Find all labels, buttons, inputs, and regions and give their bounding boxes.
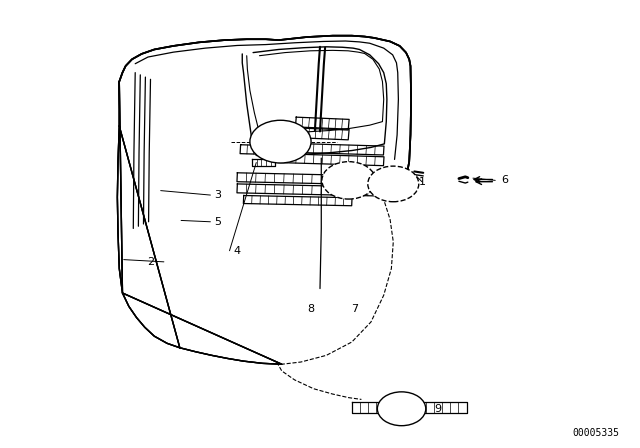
Circle shape (378, 392, 426, 426)
Text: 6: 6 (501, 175, 508, 185)
Text: 9: 9 (435, 404, 442, 414)
Text: 7: 7 (351, 304, 358, 314)
Text: 3: 3 (214, 190, 221, 200)
Text: 5: 5 (214, 217, 221, 227)
Text: 2: 2 (148, 257, 155, 267)
Circle shape (368, 166, 419, 202)
Circle shape (322, 162, 376, 199)
Text: 00005335: 00005335 (573, 428, 620, 438)
Text: 4: 4 (234, 246, 241, 256)
Text: n: n (390, 179, 396, 189)
Text: 1: 1 (419, 177, 426, 187)
Text: 8: 8 (307, 304, 314, 314)
Circle shape (250, 120, 311, 163)
